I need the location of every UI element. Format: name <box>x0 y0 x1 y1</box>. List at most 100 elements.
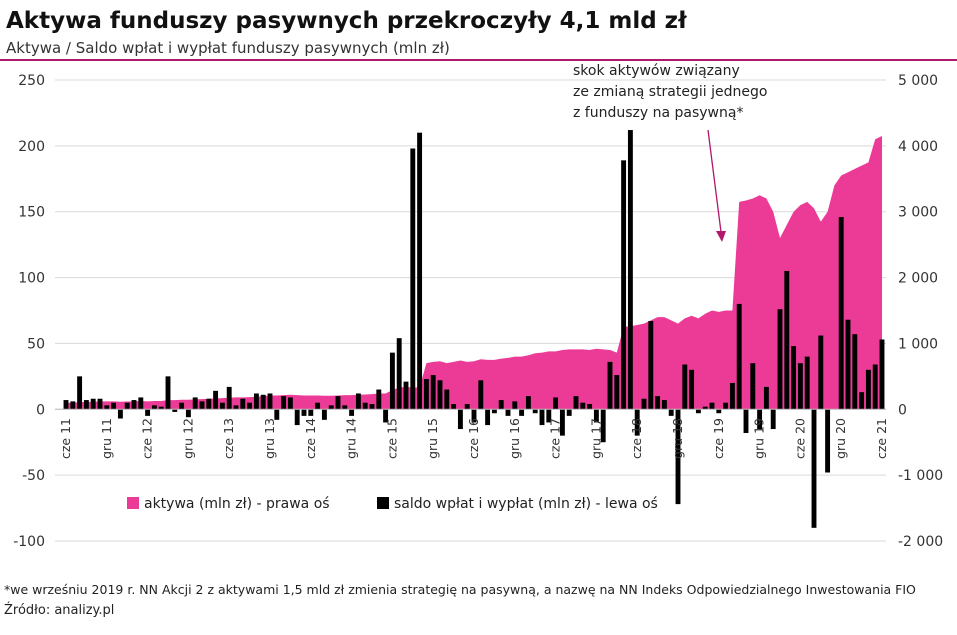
x-tick-label: gru 20 <box>833 418 848 459</box>
bar <box>763 386 769 410</box>
bar <box>355 393 361 410</box>
y2-tick-label: 2 000 <box>898 271 938 287</box>
bar <box>750 363 756 410</box>
bar <box>539 409 545 426</box>
bar <box>655 396 661 410</box>
annotation: ze zmianą strategii jednego <box>573 84 767 100</box>
x-tick-label: cze 19 <box>711 418 726 459</box>
bar <box>845 319 851 410</box>
bar <box>811 409 817 528</box>
bar <box>641 398 647 410</box>
bar <box>233 405 239 410</box>
x-tick-label: cze 15 <box>384 418 399 459</box>
bar <box>301 409 307 416</box>
x-tick-label: cze 12 <box>140 418 155 459</box>
bar <box>97 398 103 410</box>
y-tick-label: 0 <box>36 402 45 418</box>
x-tick-label: gru 12 <box>180 418 195 459</box>
bar <box>362 402 368 410</box>
bar <box>702 406 708 410</box>
bar <box>879 339 885 410</box>
bar <box>83 400 89 410</box>
bar <box>525 396 531 410</box>
y2-tick-label: 0 <box>898 402 907 418</box>
bar <box>777 309 783 410</box>
annotation: z funduszy na pasywną* <box>573 105 743 121</box>
bar <box>791 346 797 410</box>
bar <box>274 409 280 420</box>
y2-tick-label: -2 000 <box>898 534 943 550</box>
bar <box>512 401 518 410</box>
bar <box>614 375 620 410</box>
y-tick-label: -50 <box>22 468 45 484</box>
footnote: *we wrześniu 2019 r. NN Akcji 2 z aktywa… <box>4 582 916 597</box>
arrow-head <box>716 231 726 242</box>
chart-title: Aktywa funduszy pasywnych przekroczyły 4… <box>6 8 687 34</box>
x-tick-label: cze 11 <box>58 418 73 459</box>
y-tick-label: 100 <box>18 271 45 287</box>
bar <box>593 409 599 423</box>
bar <box>491 409 497 414</box>
bar <box>695 409 701 414</box>
x-tick-label: cze 16 <box>466 418 481 459</box>
bar <box>199 401 205 410</box>
y-tick-label: 250 <box>18 73 45 89</box>
bar <box>668 409 674 416</box>
y2-tick-label: 5 000 <box>898 73 938 89</box>
x-tick-label: cze 13 <box>221 418 236 459</box>
bar <box>532 409 538 414</box>
bar <box>151 405 157 410</box>
bar <box>627 130 633 410</box>
bar <box>838 216 844 410</box>
bar <box>736 303 742 410</box>
bar <box>90 398 96 410</box>
bar <box>335 396 341 410</box>
bar <box>124 402 130 410</box>
legend-swatch <box>127 497 139 509</box>
bar <box>485 409 491 426</box>
bar <box>457 409 463 430</box>
source: Źródło: analizy.pl <box>4 602 114 618</box>
y-tick-label: -100 <box>13 534 45 550</box>
bar <box>818 335 824 410</box>
bar <box>648 321 654 410</box>
bar <box>111 402 117 410</box>
x-tick-label: cze 14 <box>303 418 318 459</box>
bar <box>634 409 640 436</box>
y-tick-label: 200 <box>18 139 45 155</box>
bar <box>321 409 327 420</box>
bar <box>117 409 123 419</box>
bar <box>600 409 606 443</box>
bar <box>138 397 144 410</box>
bar <box>872 364 878 410</box>
bar <box>179 402 185 410</box>
bar <box>451 404 457 410</box>
bar <box>825 409 831 473</box>
bar <box>553 397 559 410</box>
bar <box>70 401 76 410</box>
bar <box>267 393 273 410</box>
y2-tick-label: -1 000 <box>898 468 943 484</box>
bar <box>315 402 321 410</box>
x-tick-label: gru 15 <box>425 418 440 459</box>
bar <box>709 402 715 410</box>
legend-label: saldo wpłat i wypłat (mln zł) - lewa oś <box>394 496 658 512</box>
bar <box>403 381 409 410</box>
bar <box>376 389 382 410</box>
chart-subtitle: Aktywa / Saldo wpłat i wypłat funduszy p… <box>6 39 450 57</box>
bar <box>607 361 613 410</box>
y2-tick-label: 1 000 <box>898 336 938 352</box>
bar <box>63 400 69 410</box>
bar <box>396 338 402 410</box>
bar <box>478 380 484 410</box>
bar <box>716 409 722 414</box>
bar <box>566 409 572 416</box>
bar <box>621 160 627 410</box>
bar <box>587 404 593 410</box>
x-tick-label: gru 19 <box>752 418 767 459</box>
bar <box>206 398 212 410</box>
y2-tick-label: 3 000 <box>898 205 938 221</box>
y2-tick-label: 4 000 <box>898 139 938 155</box>
x-tick-label: gru 17 <box>588 418 603 459</box>
